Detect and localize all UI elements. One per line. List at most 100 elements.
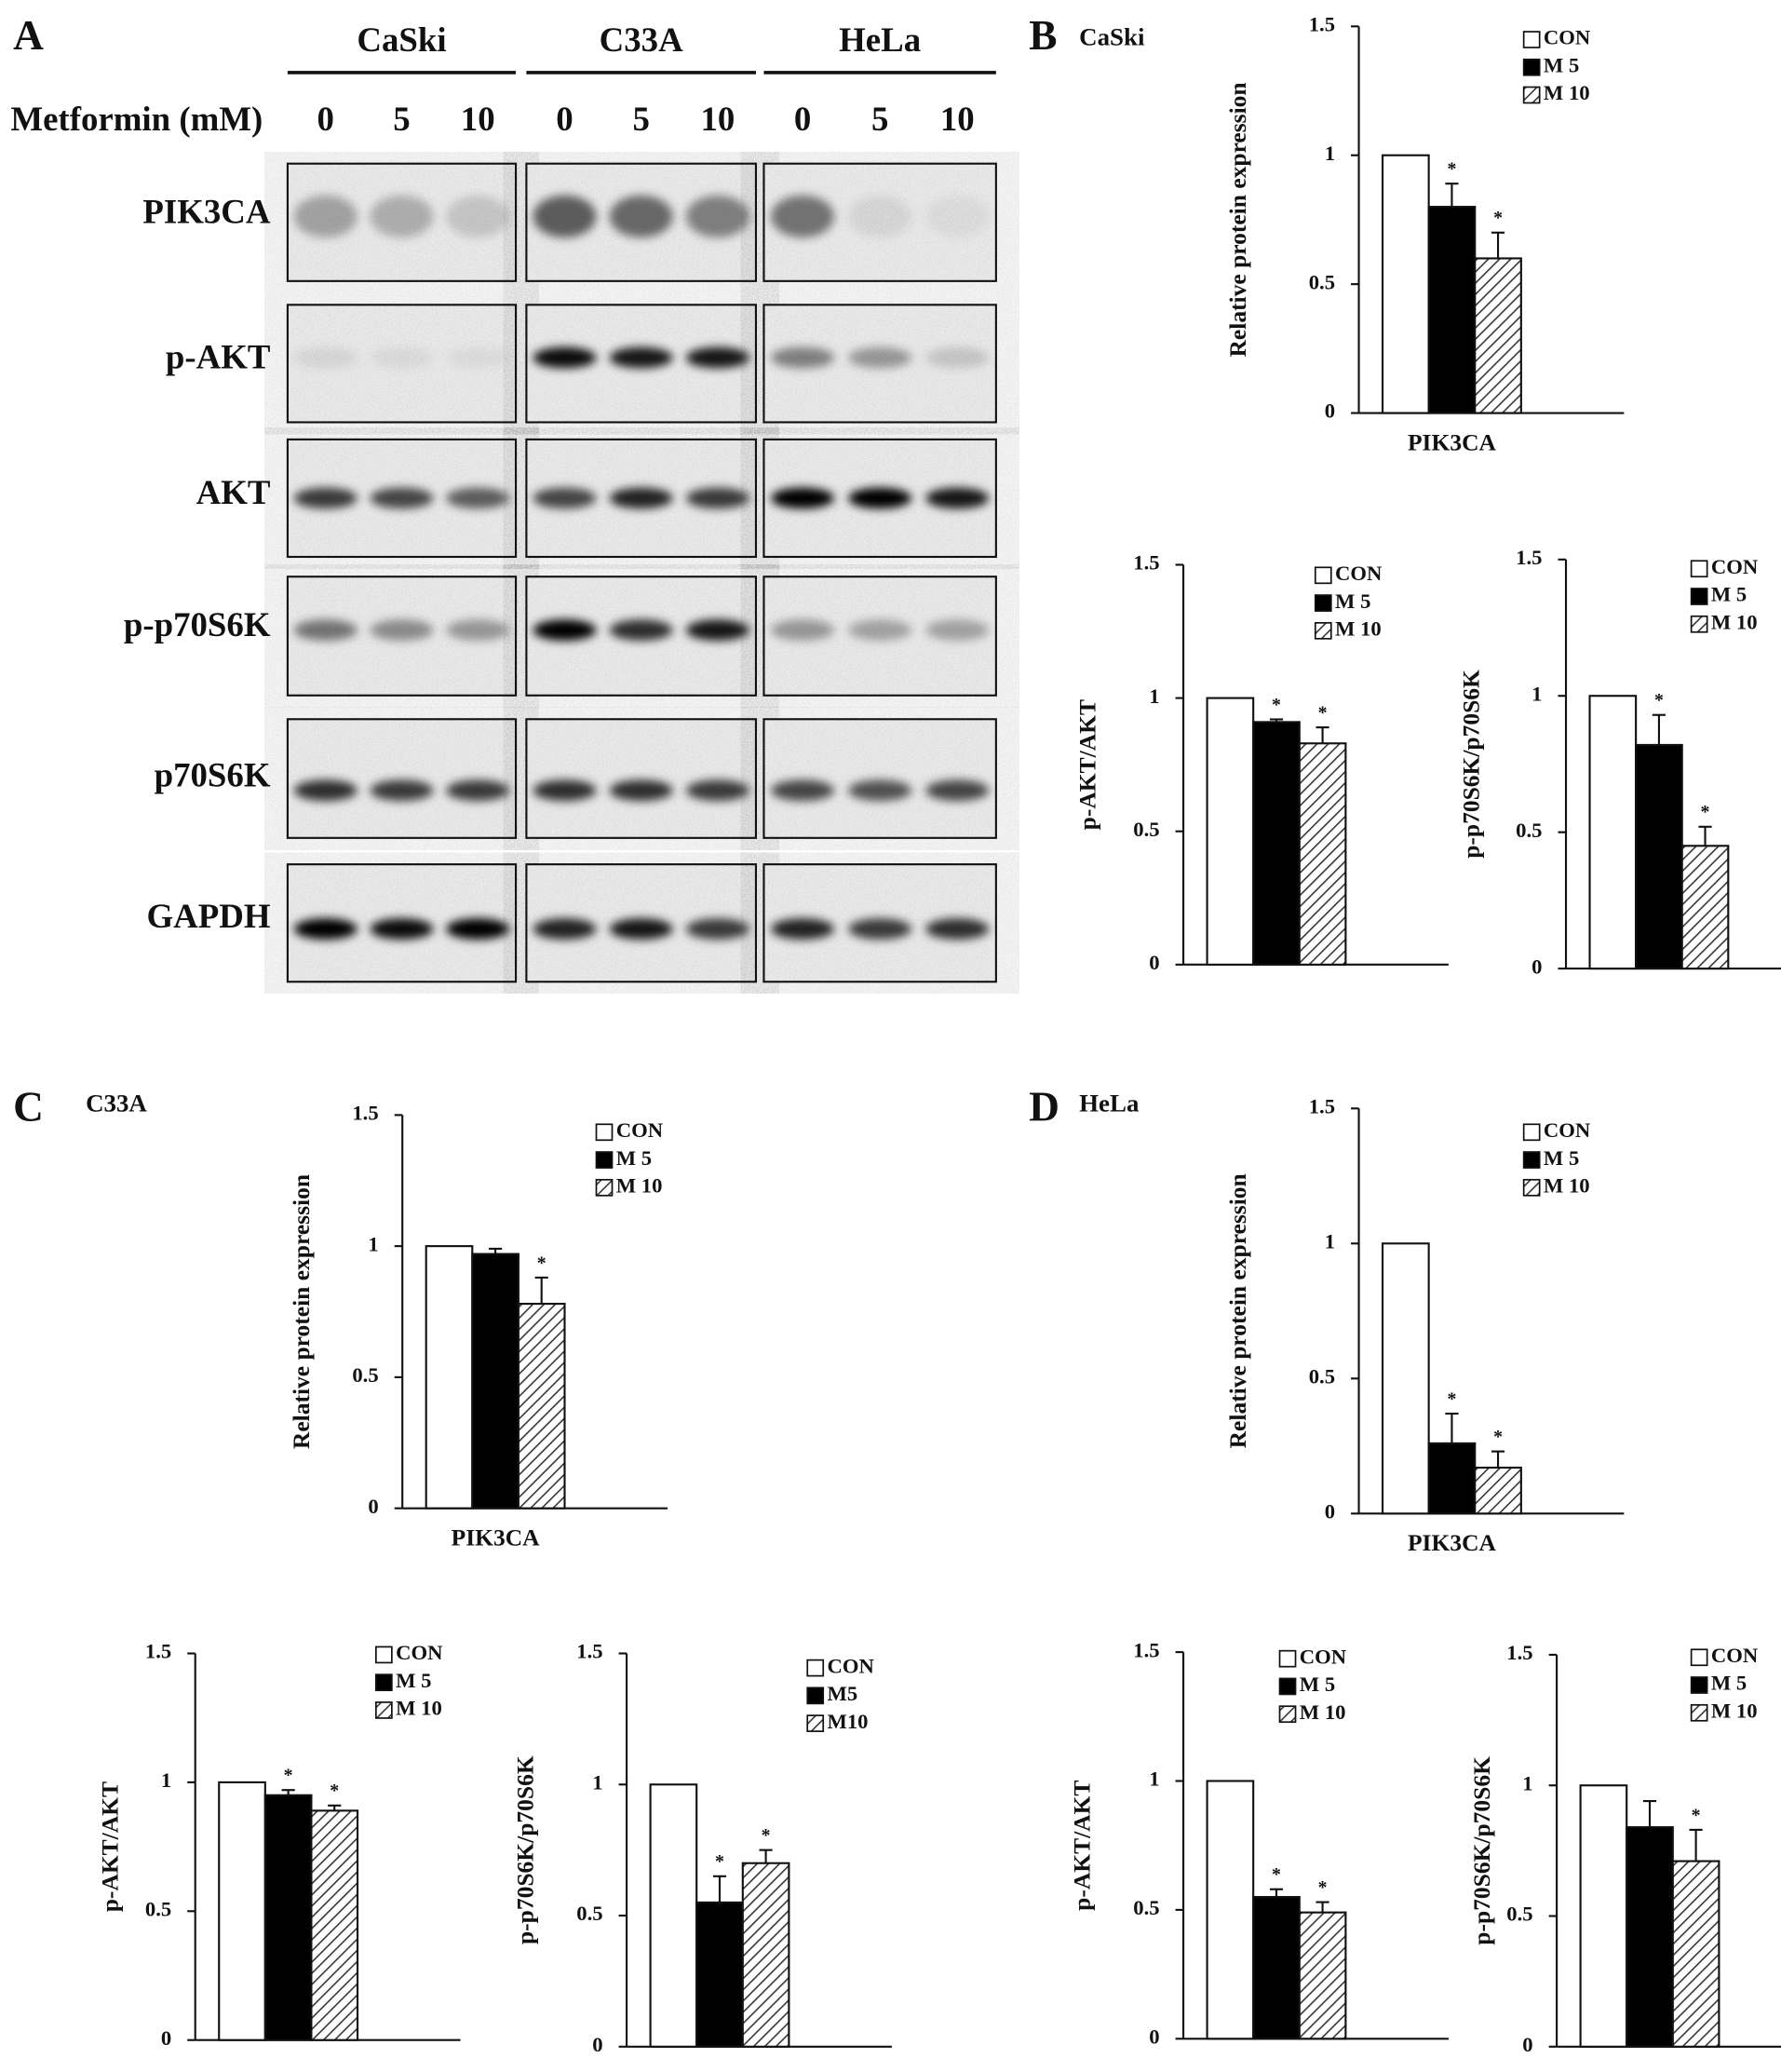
blot-frame <box>525 718 758 839</box>
band <box>533 619 597 641</box>
legend-label: M10 <box>827 1710 868 1733</box>
band <box>533 346 597 369</box>
bar <box>1298 742 1347 966</box>
band <box>771 487 835 509</box>
legend-swatch <box>375 1645 393 1664</box>
blot-frame <box>762 863 997 983</box>
significance-mark: * <box>330 1781 339 1801</box>
legend-label: M 10 <box>1711 610 1758 633</box>
blot-bands <box>293 195 510 238</box>
blot-frame <box>286 718 518 839</box>
significance-mark: * <box>1447 159 1456 180</box>
y-tick-label: 0 <box>1149 951 1159 974</box>
y-tick-label: 0.5 <box>1516 819 1542 842</box>
bar <box>218 1781 266 2041</box>
band <box>848 487 912 509</box>
legend-swatch <box>1522 58 1541 76</box>
dose-label: 10 <box>940 100 975 138</box>
y-tick-label: 0 <box>1325 1500 1335 1524</box>
blot-bands <box>771 487 990 509</box>
band <box>446 487 510 509</box>
legend-swatch <box>806 1714 825 1732</box>
band <box>925 619 990 641</box>
y-tick-label: 1 <box>1149 1767 1159 1791</box>
band <box>685 346 749 369</box>
blot-bands <box>771 918 990 940</box>
band <box>685 195 749 238</box>
bar <box>1252 1895 1301 2040</box>
y-axis-label: p-p70S6K/p70S6K <box>1458 670 1485 859</box>
band <box>685 779 749 802</box>
blot-noise <box>287 719 517 838</box>
y-tick-label: 1 <box>1531 682 1542 705</box>
band <box>848 195 912 238</box>
blot-bands <box>293 346 510 369</box>
blot-frame <box>525 576 758 697</box>
blot-bands <box>771 619 990 641</box>
blot-frame <box>286 863 518 983</box>
legend-swatch <box>1314 594 1332 612</box>
legend-label: M 5 <box>616 1146 652 1170</box>
bar <box>1579 1784 1628 2048</box>
legend-swatch <box>375 1673 393 1692</box>
bar <box>425 1245 474 1510</box>
bar <box>310 1809 359 2041</box>
blot-bands <box>533 619 749 641</box>
legend-label: M 10 <box>396 1697 442 1720</box>
y-axis-label: p-AKT/AKT <box>1073 699 1100 830</box>
bar <box>1206 1780 1255 2040</box>
y-tick-label: 0 <box>368 1495 378 1518</box>
blot-noise <box>763 719 996 838</box>
legend-label: M 5 <box>1544 53 1579 76</box>
panel-label: B <box>1029 12 1057 59</box>
band <box>446 619 510 641</box>
bar <box>649 1783 698 2048</box>
legend-swatch <box>806 1686 825 1705</box>
legend-swatch <box>1522 31 1541 48</box>
legend-swatch <box>1690 1676 1708 1694</box>
bar <box>1474 257 1522 414</box>
band <box>609 487 673 509</box>
band <box>685 918 749 940</box>
legend-swatch <box>1522 1123 1541 1142</box>
y-tick-label: 0 <box>1149 2025 1159 2048</box>
band <box>293 346 358 369</box>
legend-swatch <box>1314 566 1332 585</box>
y-tick-label: 1 <box>1522 1771 1532 1794</box>
band <box>293 619 358 641</box>
y-tick-label: 1.5 <box>352 1102 378 1125</box>
bar <box>1427 206 1477 414</box>
y-tick-label: 1.5 <box>1516 546 1542 569</box>
legend-swatch <box>1278 1677 1297 1696</box>
blot-bands <box>771 779 990 802</box>
cell-line-label: C33A <box>600 20 683 59</box>
significance-mark: * <box>537 1253 546 1273</box>
x-tick-label: PIK3CA <box>1408 1529 1497 1556</box>
legend-label: CON <box>1544 26 1591 49</box>
band <box>533 195 597 238</box>
y-axis-label: Relative protein expression <box>1224 1173 1251 1448</box>
legend-swatch <box>806 1659 825 1677</box>
legend-label: CON <box>1544 1118 1591 1142</box>
band <box>293 918 358 940</box>
significance-mark: * <box>1272 695 1281 715</box>
band <box>533 779 597 802</box>
y-tick-label: 1.5 <box>1133 1638 1159 1661</box>
blot-frame <box>286 438 518 559</box>
y-tick-label: 0 <box>1325 400 1335 423</box>
band <box>925 779 990 802</box>
band <box>685 487 749 509</box>
bar <box>1381 1242 1430 1515</box>
panel-label: D <box>1029 1084 1059 1131</box>
y-axis-label: p-p70S6K/p70S6K <box>512 1755 539 1944</box>
band <box>446 195 510 238</box>
band <box>771 918 835 940</box>
y-tick-label: 0.5 <box>352 1363 378 1387</box>
band <box>293 195 358 238</box>
legend-label: M 5 <box>1711 1672 1747 1695</box>
legend-swatch <box>1690 1648 1708 1667</box>
blot-frame <box>525 162 758 282</box>
panel-label: C <box>13 1084 44 1131</box>
significance-mark: * <box>1447 1388 1456 1409</box>
legend-label: M 5 <box>1544 1146 1579 1170</box>
